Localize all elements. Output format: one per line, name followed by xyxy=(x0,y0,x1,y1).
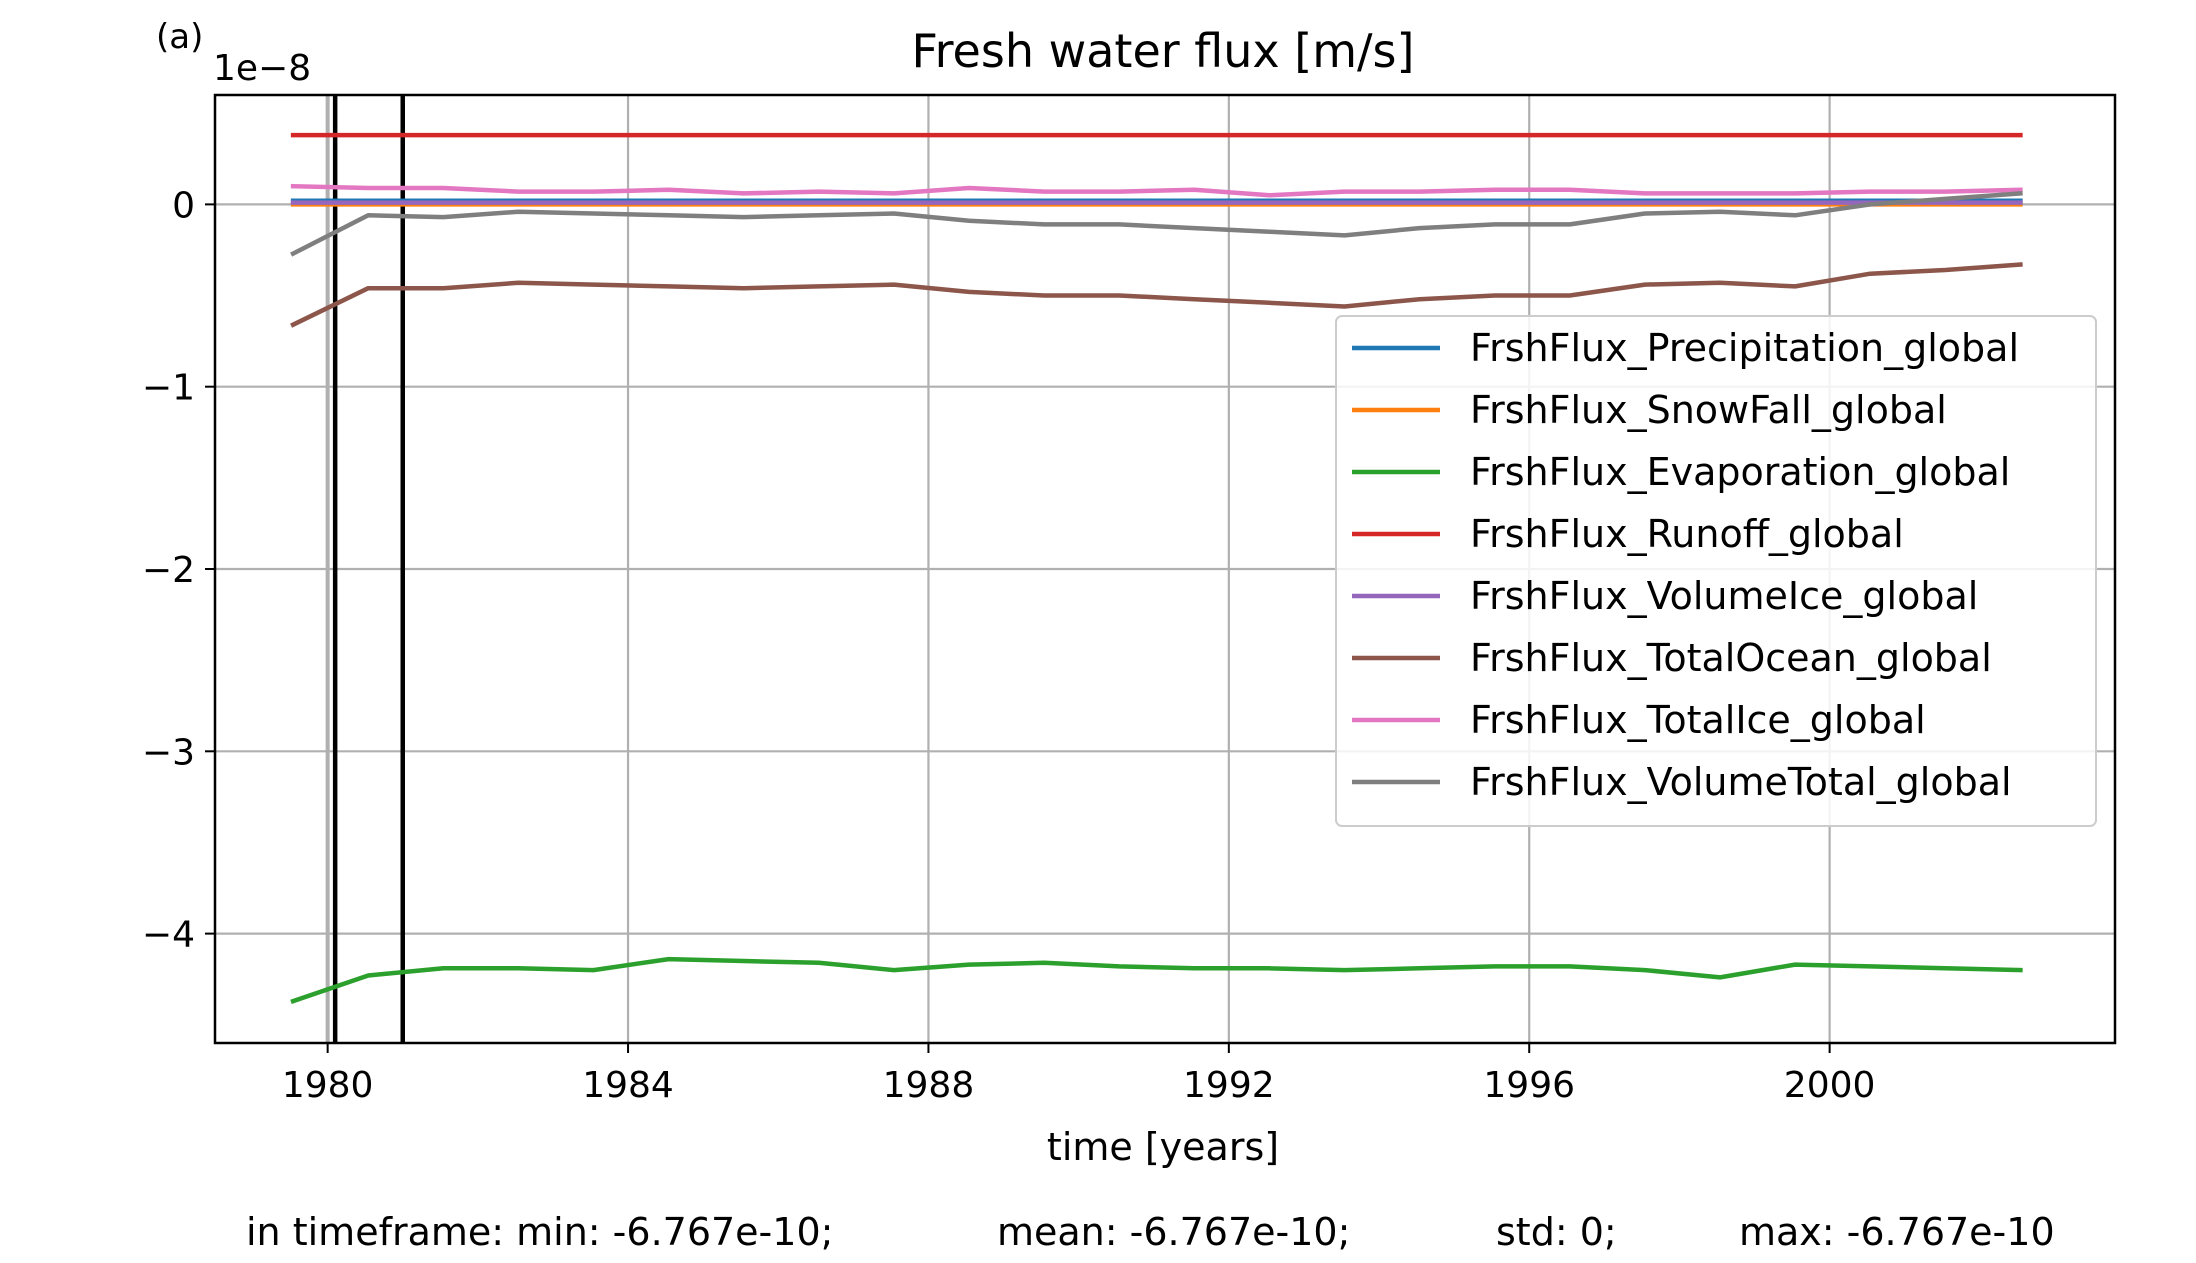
legend-label: FrshFlux_VolumeTotal_global xyxy=(1470,760,2012,804)
y-axis-ticks: −4 −3 −2 −1 0 xyxy=(142,185,215,956)
stats-mean: mean: -6.767e-10; xyxy=(997,1210,1351,1254)
series-line-frshflux-evaporation-global xyxy=(290,956,2023,1004)
y-tick-label: −3 xyxy=(142,732,195,773)
vertical-markers xyxy=(325,95,405,1043)
x-axis-ticks: 1980 1984 1988 1992 1996 2000 xyxy=(282,1043,1876,1106)
x-tick-label: 1980 xyxy=(282,1065,374,1106)
x-tick-label: 1996 xyxy=(1483,1065,1575,1106)
x-axis-label: time [years] xyxy=(1047,1125,1279,1169)
legend: FrshFlux_Precipitation_global FrshFlux_Sn… xyxy=(1335,315,2097,827)
panel-label: (a) xyxy=(156,17,203,57)
line-chart: (a) 1e−8 Fresh water flux [m/s] 1980 1984… xyxy=(142,17,2117,1169)
legend-box xyxy=(1335,315,2097,827)
legend-label: FrshFlux_Precipitation_global xyxy=(1470,326,2019,370)
series-line-frshflux-totalocean-global xyxy=(290,262,2023,328)
x-tick-label: 1988 xyxy=(883,1065,975,1106)
legend-label: FrshFlux_Runoff_global xyxy=(1470,512,1904,556)
legend-label: FrshFlux_TotalIce_global xyxy=(1470,698,1926,742)
x-tick-label: 1984 xyxy=(582,1065,674,1106)
legend-label: FrshFlux_Evaporation_global xyxy=(1470,450,2010,494)
y-tick-label: 0 xyxy=(172,185,195,226)
series-line-frshflux-volumetotal-global xyxy=(290,190,2023,257)
legend-label: FrshFlux_VolumeIce_global xyxy=(1470,574,1978,618)
y-tick-label: −2 xyxy=(142,550,195,591)
y-offset-label: 1e−8 xyxy=(213,48,311,89)
legend-label: FrshFlux_SnowFall_global xyxy=(1470,388,1947,432)
series-lines xyxy=(290,132,2023,1004)
stats-line: in timeframe: min: -6.767e-10; mean: -6.… xyxy=(0,1210,2196,1260)
series-line-frshflux-totalice-global xyxy=(290,183,2023,198)
legend-label: FrshFlux_TotalOcean_global xyxy=(1470,636,1992,680)
stats-std: std: 0; xyxy=(1496,1210,1617,1254)
chart-title: Fresh water flux [m/s] xyxy=(912,24,1415,78)
x-tick-label: 1992 xyxy=(1183,1065,1275,1106)
x-tick-label: 2000 xyxy=(1784,1065,1876,1106)
y-tick-label: −4 xyxy=(142,915,195,956)
stats-max: max: -6.767e-10 xyxy=(1739,1210,2055,1254)
stats-min: in timeframe: min: -6.767e-10; xyxy=(246,1210,834,1254)
y-tick-label: −1 xyxy=(142,368,195,409)
